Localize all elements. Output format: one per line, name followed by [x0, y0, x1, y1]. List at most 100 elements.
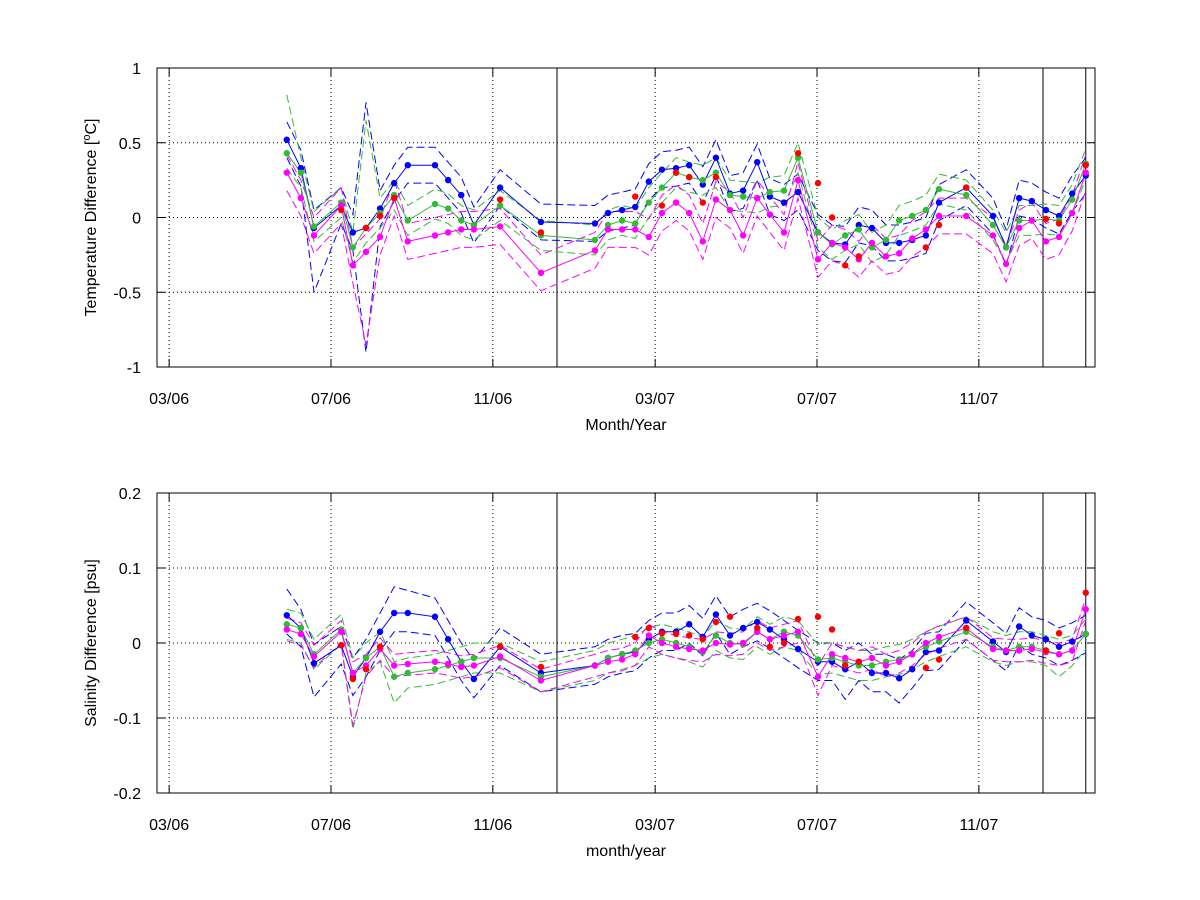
marker [712, 618, 720, 626]
marker [632, 651, 639, 658]
marker [1055, 233, 1063, 241]
marker [935, 185, 943, 193]
marker [739, 639, 747, 647]
marker [310, 232, 318, 239]
marker [349, 669, 357, 677]
marker [1055, 630, 1063, 637]
marker [458, 226, 465, 233]
marker [444, 205, 452, 212]
marker [632, 193, 639, 200]
marker [458, 191, 465, 199]
dashed-line [286, 631, 1087, 704]
marker [431, 161, 439, 169]
marker [496, 653, 504, 660]
marker [470, 662, 478, 669]
marker [470, 654, 478, 662]
marker [632, 226, 639, 233]
marker [1068, 638, 1076, 645]
marker [591, 220, 599, 227]
dashed-line [286, 154, 1087, 256]
marker [794, 645, 802, 653]
y-axis-label-part: Salinity Difference [psu] [83, 559, 100, 727]
x-tick-label: 03/06 [149, 817, 189, 834]
marker [989, 212, 997, 220]
marker [828, 626, 836, 633]
marker [699, 647, 706, 654]
marker [794, 154, 802, 161]
marker [882, 253, 890, 260]
marker [963, 212, 970, 220]
marker [618, 217, 626, 224]
marker [780, 199, 788, 206]
marker [431, 658, 439, 665]
marker [712, 173, 720, 181]
marker [376, 628, 384, 635]
y-tick-label: 0 [132, 636, 141, 653]
marker [672, 630, 680, 638]
marker [909, 651, 916, 658]
marker [1042, 647, 1050, 654]
marker [780, 632, 788, 639]
marker [935, 647, 943, 654]
marker [699, 176, 706, 184]
marker [868, 224, 876, 232]
marker [604, 209, 612, 217]
marker [645, 632, 653, 639]
marker [780, 187, 788, 194]
marker [618, 226, 626, 233]
marker [390, 179, 398, 187]
marker [935, 638, 943, 645]
series-line [286, 623, 1087, 678]
marker [685, 632, 693, 639]
marker [754, 618, 761, 626]
marker [283, 150, 290, 157]
marker [1002, 244, 1010, 251]
marker [1068, 196, 1076, 203]
marker [699, 238, 706, 245]
marker [685, 621, 693, 628]
marker [470, 221, 478, 229]
marker [297, 164, 305, 172]
marker [1055, 651, 1063, 658]
marker [1055, 643, 1063, 650]
marker [1042, 206, 1050, 214]
marker [672, 199, 680, 206]
marker [297, 169, 305, 176]
marker [337, 206, 345, 214]
marker [766, 211, 774, 218]
marker [922, 206, 930, 214]
marker [310, 223, 318, 230]
marker [645, 233, 653, 241]
x-tick-label: 07/07 [797, 817, 837, 834]
marker [431, 666, 439, 673]
marker [963, 624, 970, 632]
marker [841, 232, 849, 239]
marker [712, 169, 720, 176]
marker [431, 232, 439, 239]
marker [754, 158, 761, 166]
marker [685, 161, 693, 169]
marker [685, 209, 693, 217]
marker [645, 178, 653, 185]
marker [404, 161, 411, 169]
marker [963, 617, 970, 624]
y-tick-label: -1 [127, 360, 141, 377]
marker [458, 658, 465, 665]
marker [1028, 217, 1036, 224]
y-axis-label-part: Temperature Difference [ [83, 140, 100, 316]
marker [658, 639, 666, 647]
dashed-line [286, 586, 1087, 662]
marker [814, 229, 822, 236]
marker [989, 221, 997, 229]
marker [895, 658, 903, 665]
marker [1042, 636, 1050, 643]
marker [618, 651, 626, 658]
marker [855, 221, 862, 229]
marker [376, 643, 384, 650]
marker [855, 226, 862, 233]
marker [618, 206, 626, 214]
marker [297, 630, 305, 638]
y-axis-label: Salinity Difference [psu] [83, 559, 100, 727]
x-axis-label: month/year [586, 843, 667, 860]
marker [283, 626, 290, 633]
